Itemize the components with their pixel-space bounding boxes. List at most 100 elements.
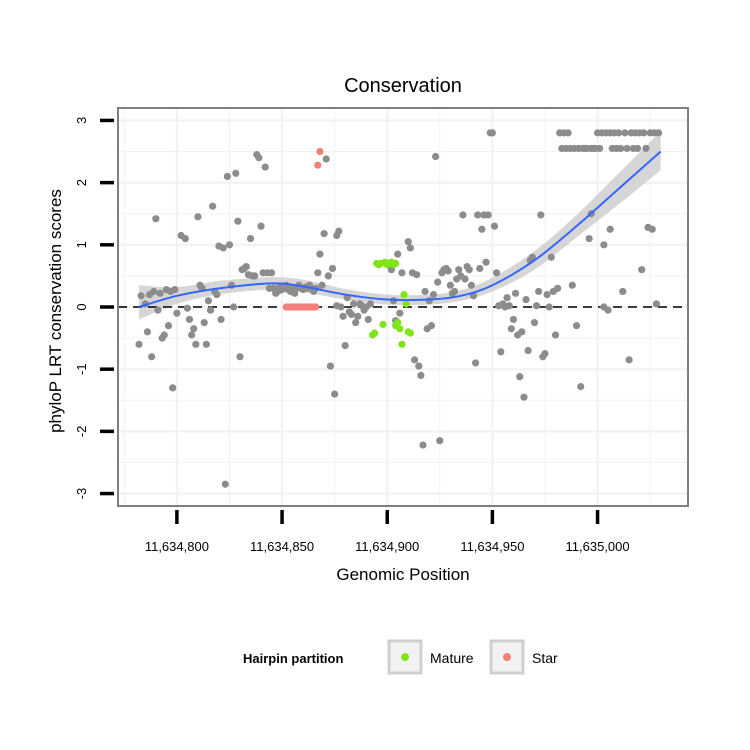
data-point-mature <box>392 322 400 330</box>
data-point-other <box>183 304 192 312</box>
data-point-other <box>476 264 484 273</box>
data-point-other <box>255 154 263 162</box>
data-point-other <box>156 289 164 297</box>
data-point-other <box>467 281 475 289</box>
data-point-other <box>396 309 404 317</box>
data-point-other <box>406 244 414 252</box>
data-point-other <box>209 202 217 210</box>
data-point-other <box>621 129 629 137</box>
data-point-other <box>354 312 362 320</box>
y-tick-label: 0 <box>74 303 89 310</box>
data-point-other <box>164 322 173 330</box>
data-point-other <box>152 215 160 223</box>
data-point-other <box>213 290 221 299</box>
data-point-other <box>455 266 463 274</box>
data-point-other <box>532 302 541 310</box>
data-point-other <box>419 441 427 449</box>
data-point-other <box>257 222 265 230</box>
data-point-other <box>316 250 324 258</box>
data-point-other <box>497 348 505 356</box>
data-point-other <box>520 393 528 401</box>
plot-panel-border <box>117 107 689 507</box>
x-tick-label: 11,634,950 <box>460 539 524 554</box>
data-point-other <box>648 225 656 233</box>
y-tick-label: -3 <box>74 488 89 500</box>
data-point-other <box>160 331 168 339</box>
data-point-other <box>535 287 543 296</box>
legend-label-star: Star <box>532 650 558 666</box>
data-point-other <box>551 331 560 339</box>
data-point-other <box>188 331 196 339</box>
y-tick-label: 3 <box>74 117 89 124</box>
x-tick-label: 11,634,900 <box>355 539 419 554</box>
data-point-mature <box>402 300 410 308</box>
legend-key-star <box>489 639 525 675</box>
data-point-other <box>652 300 661 308</box>
smooth-trend-line <box>138 150 662 308</box>
data-point-other <box>572 322 581 330</box>
data-point-other <box>415 362 423 370</box>
data-point-other <box>206 306 215 314</box>
data-point-other <box>221 480 229 488</box>
y-tick-label: -1 <box>74 363 89 375</box>
data-point-other <box>143 328 152 336</box>
data-point-other <box>503 294 511 302</box>
data-point-other <box>394 250 402 258</box>
data-point-other <box>217 315 225 324</box>
data-point-other <box>524 346 532 355</box>
data-point-other <box>528 253 536 261</box>
data-point-other <box>623 144 631 153</box>
legend-title: Hairpin partition <box>243 651 343 666</box>
data-point-other <box>640 129 648 137</box>
x-tick-label: 11,634,800 <box>145 539 209 554</box>
data-point-other <box>432 152 440 161</box>
data-point-other <box>410 356 419 364</box>
data-point-other <box>137 292 145 300</box>
legend-marker-star <box>503 653 511 661</box>
data-point-other <box>577 383 585 391</box>
data-point-other <box>507 325 515 333</box>
data-point-other <box>154 306 162 314</box>
legend: Hairpin partition Mature Star <box>243 639 558 675</box>
data-point-other <box>509 315 518 324</box>
data-point-other <box>461 275 469 283</box>
data-point-other <box>511 289 520 297</box>
data-point-other <box>614 129 623 137</box>
data-point-other <box>148 353 156 361</box>
data-point-other <box>537 211 545 219</box>
data-point-other <box>202 340 210 348</box>
data-point-other <box>230 303 238 311</box>
y-tick-label: -2 <box>74 426 89 438</box>
data-point-other <box>429 290 438 299</box>
data-point-other <box>625 356 633 364</box>
data-point-other <box>200 318 208 327</box>
y-tick-label: 2 <box>74 179 89 186</box>
data-point-star <box>312 303 320 311</box>
data-point-other <box>328 264 337 273</box>
data-point-other <box>364 315 372 324</box>
x-axis-title: Genomic Position <box>336 565 469 584</box>
data-point-other <box>492 269 501 277</box>
data-point-other <box>331 390 339 398</box>
data-point-other <box>251 272 259 280</box>
y-axis-ticks: -3 -2 -1 0 1 2 3 <box>74 117 114 500</box>
data-point-other <box>320 230 328 238</box>
data-point-other <box>333 302 341 310</box>
data-point-other <box>564 129 572 137</box>
data-point-other <box>236 353 244 361</box>
data-point-other <box>482 258 490 266</box>
x-axis-ticks: 11,634,800 11,634,850 11,634,900 11,634,950… <box>145 510 630 554</box>
data-point-other <box>436 437 444 445</box>
chart-title: Conservation <box>344 75 462 97</box>
data-point-other <box>413 271 421 279</box>
data-point-other <box>465 266 473 274</box>
data-point-other <box>192 340 200 348</box>
data-point-other <box>444 267 452 275</box>
x-tick-label: 11,635,000 <box>566 539 630 554</box>
data-point-other <box>173 309 181 317</box>
data-point-mature <box>398 340 406 348</box>
data-point-other <box>545 303 553 311</box>
data-point-mature <box>371 329 379 337</box>
data-point-other <box>404 238 412 246</box>
